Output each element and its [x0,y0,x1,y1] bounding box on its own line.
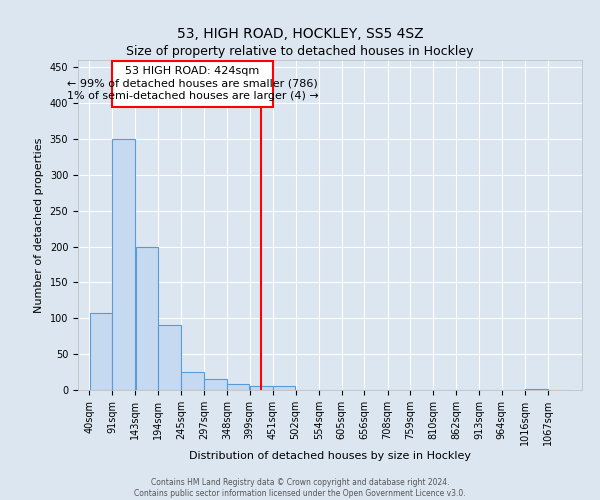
Bar [158,326,181,390]
Y-axis label: Number of detached properties: Number of detached properties [34,138,44,312]
FancyBboxPatch shape [112,62,273,106]
X-axis label: Distribution of detached houses by size in Hockley: Distribution of detached houses by size … [189,450,471,460]
Bar [89,313,112,390]
Text: 1% of semi-detached houses are larger (4) →: 1% of semi-detached houses are larger (4… [67,91,319,101]
Bar [112,139,135,390]
Text: 53, HIGH ROAD, HOCKLEY, SS5 4SZ: 53, HIGH ROAD, HOCKLEY, SS5 4SZ [176,28,424,42]
Text: ← 99% of detached houses are smaller (786): ← 99% of detached houses are smaller (78… [67,78,318,88]
Text: Contains HM Land Registry data © Crown copyright and database right 2024.
Contai: Contains HM Land Registry data © Crown c… [134,478,466,498]
Bar [227,384,250,390]
Bar [205,378,227,390]
Text: 53 HIGH ROAD: 424sqm: 53 HIGH ROAD: 424sqm [125,66,260,76]
Text: Size of property relative to detached houses in Hockley: Size of property relative to detached ho… [126,45,474,58]
Bar [181,372,204,390]
Bar [526,388,548,390]
Bar [136,246,158,390]
Bar [250,386,272,390]
Bar [273,386,295,390]
